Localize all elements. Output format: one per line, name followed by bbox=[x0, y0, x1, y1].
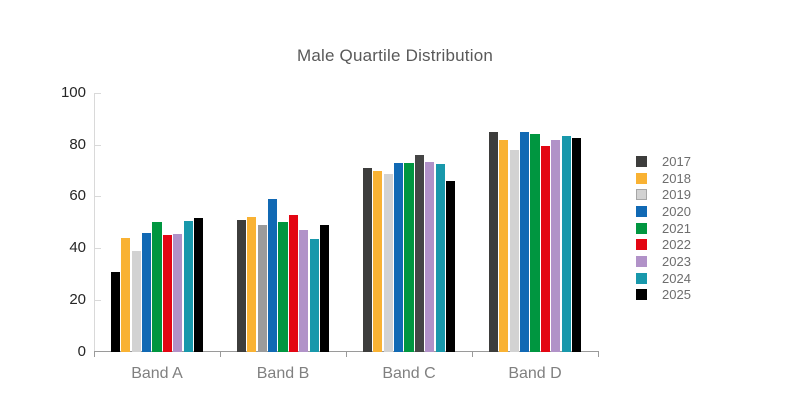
bar-2023-band-a bbox=[173, 233, 183, 352]
legend-label-2021: 2021 bbox=[662, 220, 691, 236]
y-tick-label-40: 40 bbox=[69, 239, 86, 257]
x-category-label-band-d: Band D bbox=[508, 365, 562, 382]
bar-2019-band-d bbox=[509, 149, 519, 352]
y-tick-mark-100 bbox=[95, 93, 101, 94]
bar-2017-band-b bbox=[236, 219, 247, 352]
y-tick-label-100: 100 bbox=[60, 84, 86, 101]
x-boundary-tick bbox=[472, 351, 473, 357]
bar-2019-band-a bbox=[131, 250, 141, 352]
bar-2017-band-d bbox=[488, 131, 499, 352]
y-axis-line bbox=[94, 93, 95, 352]
y-tick-mark-20 bbox=[95, 299, 101, 301]
legend: 2017 2018 2019 2020 2021 2022 2023 2024 2025 bbox=[636, 153, 691, 303]
legend-label-2020: 2020 bbox=[662, 203, 691, 219]
bar-2025-band-d bbox=[571, 138, 582, 352]
x-boundary-tick bbox=[94, 351, 95, 357]
bar-2025-band-b bbox=[319, 224, 330, 352]
legend-item-2020: 2020 bbox=[636, 203, 691, 220]
x-category-label-band-c: Band C bbox=[382, 365, 436, 382]
bar-2018-band-c bbox=[373, 170, 383, 352]
y-tick-mark-40 bbox=[95, 248, 101, 250]
bar-2022-band-b bbox=[288, 214, 299, 352]
x-boundary-tick bbox=[220, 351, 221, 357]
y-tick-label-20: 20 bbox=[69, 290, 86, 308]
legend-label-2019: 2019 bbox=[662, 187, 691, 203]
x-category-label-band-a: Band A bbox=[131, 365, 183, 382]
bar-2024-band-d bbox=[561, 135, 571, 352]
legend-swatch-2018 bbox=[636, 172, 647, 184]
x-boundary-tick bbox=[346, 351, 347, 357]
legend-label-2024: 2024 bbox=[662, 270, 691, 286]
bar-2019-band-b bbox=[257, 224, 267, 352]
bar-2017-band-c bbox=[362, 168, 373, 352]
legend-item-2021: 2021 bbox=[636, 220, 691, 237]
bar-2020-band-b bbox=[267, 199, 278, 352]
bar-2017-band-a bbox=[110, 271, 121, 352]
bar-2019-band-c bbox=[383, 174, 393, 352]
legend-label-2022: 2022 bbox=[662, 237, 691, 253]
x-boundary-tick bbox=[598, 351, 599, 357]
legend-item-2022: 2022 bbox=[636, 236, 691, 253]
legend-item-2019: 2019 bbox=[636, 186, 691, 203]
legend-swatch-2017 bbox=[636, 155, 647, 167]
bar-2025-band-c bbox=[445, 180, 456, 352]
legend-label-2025: 2025 bbox=[662, 287, 691, 303]
bar-2021-band-b bbox=[278, 222, 288, 352]
bar-2022-band-c bbox=[414, 155, 425, 352]
bar-2018-band-b bbox=[247, 217, 257, 352]
y-tick-label-60: 60 bbox=[69, 187, 86, 205]
bar-2024-band-b bbox=[309, 239, 319, 352]
bar-2020-band-c bbox=[393, 162, 404, 352]
bar-2024-band-a bbox=[183, 221, 193, 352]
bar-2022-band-a bbox=[162, 235, 173, 352]
legend-label-2018: 2018 bbox=[662, 170, 691, 186]
legend-item-2023: 2023 bbox=[636, 253, 691, 270]
bar-2020-band-d bbox=[519, 131, 530, 352]
legend-item-2025: 2025 bbox=[636, 287, 691, 304]
legend-swatch-2021 bbox=[636, 222, 647, 234]
x-category-label-band-b: Band B bbox=[256, 365, 310, 382]
bar-2021-band-c bbox=[404, 162, 414, 352]
legend-swatch-2025 bbox=[636, 289, 647, 301]
bar-2021-band-a bbox=[152, 222, 162, 352]
y-tick-label-0: 0 bbox=[77, 342, 86, 360]
bar-2018-band-a bbox=[121, 237, 131, 352]
bar-2018-band-d bbox=[499, 139, 509, 352]
chart-title: Male Quartile Distribution bbox=[296, 46, 494, 65]
bar-2024-band-c bbox=[435, 164, 445, 352]
legend-swatch-2019 bbox=[636, 189, 647, 201]
bar-2025-band-a bbox=[193, 218, 204, 352]
legend-swatch-2022 bbox=[636, 239, 647, 251]
legend-label-2023: 2023 bbox=[662, 253, 691, 269]
legend-swatch-2020 bbox=[636, 205, 647, 217]
legend-item-2017: 2017 bbox=[636, 153, 691, 170]
legend-item-2018: 2018 bbox=[636, 170, 691, 187]
bar-2023-band-d bbox=[551, 139, 561, 352]
legend-swatch-2023 bbox=[636, 255, 647, 267]
bar-2023-band-b bbox=[299, 230, 309, 352]
legend-label-2017: 2017 bbox=[662, 153, 691, 169]
y-tick-label-80: 80 bbox=[69, 135, 86, 153]
y-tick-mark-80 bbox=[95, 144, 101, 146]
bar-2021-band-d bbox=[530, 134, 540, 352]
y-tick-mark-60 bbox=[95, 196, 101, 198]
bar-2020-band-a bbox=[141, 232, 152, 352]
bar-2023-band-c bbox=[425, 161, 435, 352]
legend-item-2024: 2024 bbox=[636, 270, 691, 287]
bar-2022-band-d bbox=[540, 146, 551, 352]
legend-swatch-2024 bbox=[636, 272, 647, 284]
